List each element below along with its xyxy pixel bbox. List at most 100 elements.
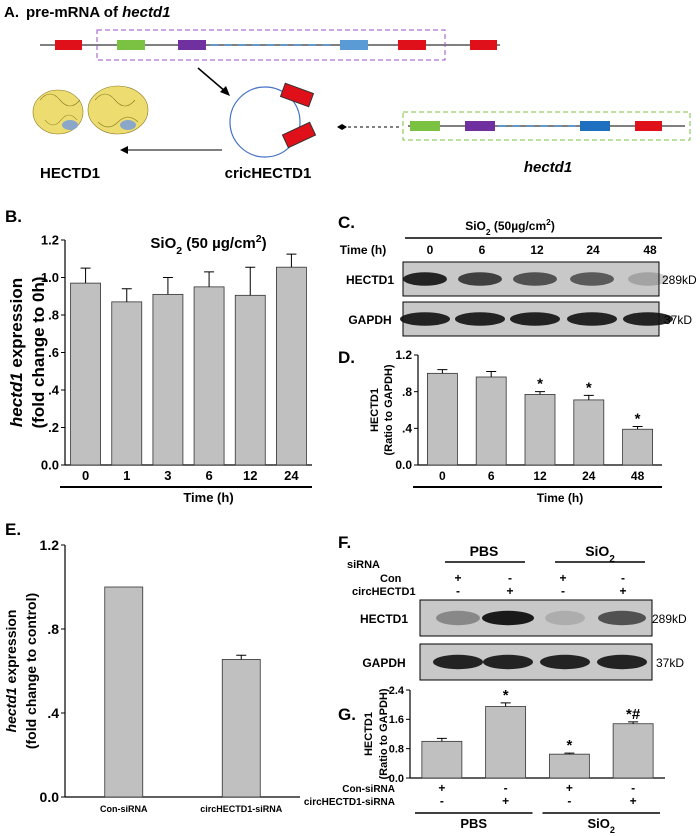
blot-size-label: 289kD [662, 273, 697, 287]
lane-label: 24 [586, 243, 600, 257]
title-gene: hectd1 [122, 4, 170, 21]
panel-letter: G. [338, 705, 356, 724]
text-part: hectd1 [3, 687, 19, 732]
text-part: 2 [486, 227, 491, 237]
x-tick-label: 3 [164, 468, 171, 483]
sirna-label: siRNA [347, 559, 380, 571]
y-axis-label: HECTD1 [369, 388, 381, 432]
sign: - [508, 571, 512, 585]
text-part: SiO [150, 235, 176, 252]
blot-size-label: 37kD [656, 656, 684, 670]
error-bar [632, 426, 643, 430]
text-part: 2 [609, 554, 615, 565]
sign: + [566, 781, 573, 795]
group-label: SiO2 [588, 816, 615, 835]
bar [221, 659, 261, 798]
bar [193, 286, 225, 466]
error-bar [437, 369, 448, 374]
x-tick-label: 0 [439, 469, 446, 483]
y-tick-label: .6 [48, 345, 59, 360]
y-tick-label: 1.0 [41, 270, 59, 285]
blot-size-label: 37kD [664, 313, 692, 327]
text-part: SiO [585, 543, 609, 559]
y-axis-label: (fold change to 0h) [29, 276, 48, 428]
sign: - [561, 584, 565, 598]
band [567, 312, 617, 326]
bar [475, 376, 507, 466]
bar [276, 266, 307, 466]
band [628, 272, 668, 286]
y-axis-label: hectd1 expression [3, 610, 19, 733]
bar [573, 399, 605, 466]
bar [622, 428, 653, 466]
lane-label: 6 [479, 243, 486, 257]
time-label: Time (h) [340, 243, 386, 257]
y-tick-label: .8 [47, 621, 59, 637]
x-axis-label: Time (h) [537, 491, 583, 505]
text-part: (fold change to control) [23, 593, 39, 749]
sign: - [631, 781, 635, 795]
blot-row-label: HECTD1 [346, 273, 394, 287]
text-part: SiO [588, 816, 610, 831]
significance: *# [626, 706, 641, 723]
band [623, 312, 673, 326]
x-tick-label: Con-siRNA [100, 804, 148, 814]
bar [421, 740, 463, 779]
sign: + [506, 584, 513, 598]
y-tick-label: 1.2 [395, 348, 412, 362]
panel-letter: E. [5, 520, 21, 539]
significance: * [566, 737, 572, 754]
text-part: ) [551, 219, 555, 233]
significance: * [503, 687, 509, 704]
x-tick-label: 24 [582, 469, 596, 483]
sign: + [502, 794, 509, 808]
x-tick-label: 0 [82, 468, 89, 483]
sign: - [440, 794, 444, 808]
text-part: 2 [546, 217, 551, 227]
text-part: ) [262, 235, 267, 252]
lane-label: 12 [530, 243, 544, 257]
text-part: 2 [176, 245, 182, 257]
y-axis-label: HECTD1 [363, 712, 375, 756]
y-axis-label: (Ratio to GAPDH) [378, 688, 390, 779]
bar [70, 282, 101, 466]
y-tick-label: 0.0 [395, 458, 412, 472]
y-axis-label: (Ratio to GAPDH) [383, 364, 395, 455]
significance: * [586, 379, 592, 396]
bar [426, 372, 458, 466]
chart-title: SiO2 (50 µg/cm2) [150, 233, 266, 257]
condition-label: circHECTD1 [352, 586, 416, 598]
y-tick-label: 0.0 [40, 789, 60, 805]
group-label: PBS [470, 543, 499, 559]
sign: - [621, 571, 625, 585]
y-tick-label: .4 [48, 383, 60, 398]
error-bar [80, 267, 91, 284]
y-tick-label: 0.0 [41, 458, 59, 473]
bar [485, 706, 527, 779]
condition-label: Con [380, 573, 402, 585]
group-label: PBS [460, 816, 487, 831]
bar [152, 293, 184, 466]
error-bar [204, 271, 215, 287]
panel-letter: A. [4, 4, 19, 21]
error-bar [500, 702, 511, 707]
y-tick-label: .8 [48, 308, 59, 323]
band [598, 610, 646, 626]
text-part: HECTD1 [363, 712, 375, 756]
significance: * [635, 411, 641, 428]
row-label: circHECTD1-siRNA [304, 797, 395, 808]
bar [234, 294, 266, 466]
error-bar [236, 654, 247, 660]
y-tick-label: 0.8 [389, 744, 404, 756]
panel-letter: C. [338, 213, 355, 232]
text-part: 2 [610, 825, 615, 835]
treatment-label: SiO2 (50µg/cm2) [465, 217, 555, 237]
text-part: expression [7, 278, 26, 373]
band [482, 610, 534, 626]
band [436, 610, 480, 626]
x-tick-label: 12 [533, 469, 547, 483]
band [545, 610, 585, 626]
protein-label: HECTD1 [40, 165, 100, 182]
error-bar [162, 277, 173, 295]
